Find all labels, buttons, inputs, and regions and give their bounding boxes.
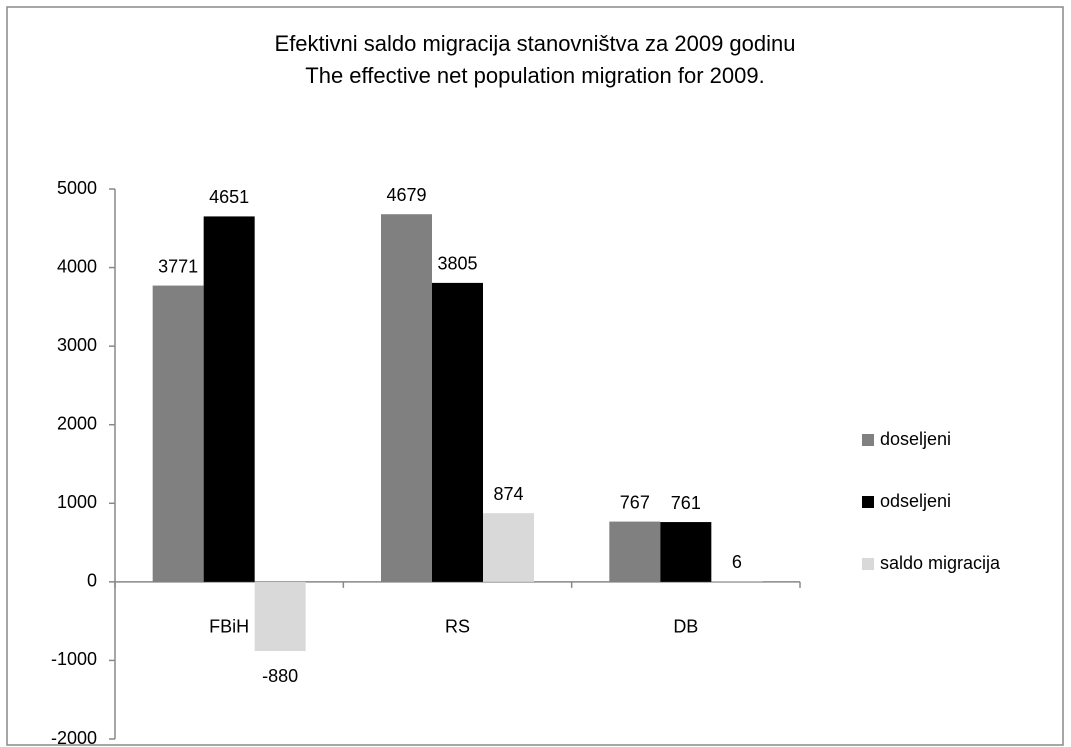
chart-subtitle: The effective net population migration f… bbox=[305, 63, 764, 88]
x-tick-label: DB bbox=[673, 617, 698, 637]
data-label: 4679 bbox=[386, 185, 426, 205]
legend-label: odseljeni bbox=[880, 491, 951, 511]
bar bbox=[254, 581, 306, 651]
data-label: 3771 bbox=[158, 256, 198, 276]
bar bbox=[203, 216, 255, 582]
data-label: 874 bbox=[493, 484, 523, 504]
legend-swatch bbox=[862, 434, 874, 446]
x-tick-label: FBiH bbox=[209, 617, 249, 637]
bar bbox=[381, 214, 432, 582]
bar bbox=[152, 285, 204, 582]
data-label: -880 bbox=[262, 666, 298, 686]
legend-label: saldo migracija bbox=[880, 553, 1001, 573]
y-tick-label: -1000 bbox=[51, 649, 97, 669]
data-label: 767 bbox=[620, 492, 650, 512]
legend-label: doseljeni bbox=[880, 429, 951, 449]
y-tick-label: 4000 bbox=[57, 256, 97, 276]
data-label: 761 bbox=[671, 493, 701, 513]
chart-title: Efektivni saldo migracija stanovništva z… bbox=[275, 31, 796, 56]
data-label: 6 bbox=[732, 552, 742, 572]
bar bbox=[432, 282, 483, 582]
y-tick-label: 1000 bbox=[57, 492, 97, 512]
y-tick-label: 2000 bbox=[57, 413, 97, 433]
bar bbox=[660, 522, 712, 582]
y-tick-label: 5000 bbox=[57, 178, 97, 198]
legend-swatch bbox=[862, 558, 874, 570]
bar bbox=[609, 521, 661, 582]
y-tick-label: -2000 bbox=[51, 728, 97, 747]
y-tick-label: 0 bbox=[87, 571, 97, 591]
data-label: 4651 bbox=[209, 187, 249, 207]
bar bbox=[483, 513, 534, 582]
data-label: 3805 bbox=[437, 254, 477, 274]
x-tick-label: RS bbox=[445, 617, 470, 637]
legend-swatch bbox=[862, 496, 874, 508]
y-tick-label: 3000 bbox=[57, 335, 97, 355]
